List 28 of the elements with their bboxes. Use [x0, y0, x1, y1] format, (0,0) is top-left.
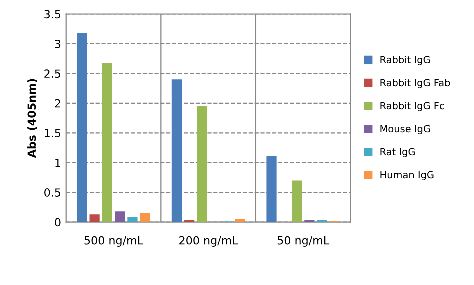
- legend-label: Rabbit IgG: [380, 56, 430, 66]
- y-tick-label: 2.5: [44, 70, 61, 78]
- y-tick-label: 1.5: [45, 129, 61, 138]
- bar: [90, 214, 100, 222]
- bar: [292, 180, 302, 222]
- bar: [140, 213, 150, 222]
- legend-label: Rat IgG: [380, 148, 415, 158]
- bar: [197, 106, 208, 222]
- y-tick-label: 2: [55, 99, 60, 108]
- bar: [128, 218, 138, 222]
- bar: [77, 33, 88, 222]
- bar: [102, 62, 112, 222]
- x-tick-label: 50 ng/mL: [278, 236, 330, 247]
- y-axis-title: Abs (405nm): [28, 79, 38, 158]
- bar: [172, 80, 182, 222]
- bar: [115, 212, 126, 222]
- legend-label: Mouse IgG: [380, 125, 430, 134]
- y-tick-label: 3.5: [44, 10, 61, 19]
- x-tick-label: 500 ng/mL: [84, 236, 144, 247]
- y-tick-label: 3: [55, 40, 61, 48]
- y-tick-label: 0: [55, 218, 61, 227]
- bar: [266, 156, 277, 222]
- y-tick-label: 0.5: [44, 188, 61, 197]
- legend-label: Rabbit IgG Fab: [380, 79, 450, 88]
- y-tick-label: 1: [56, 158, 60, 168]
- legend-label: Rabbit IgG Fc: [380, 102, 444, 112]
- x-tick-label: 200 ng/mL: [180, 236, 238, 247]
- legend-label: Human IgG: [380, 171, 434, 181]
